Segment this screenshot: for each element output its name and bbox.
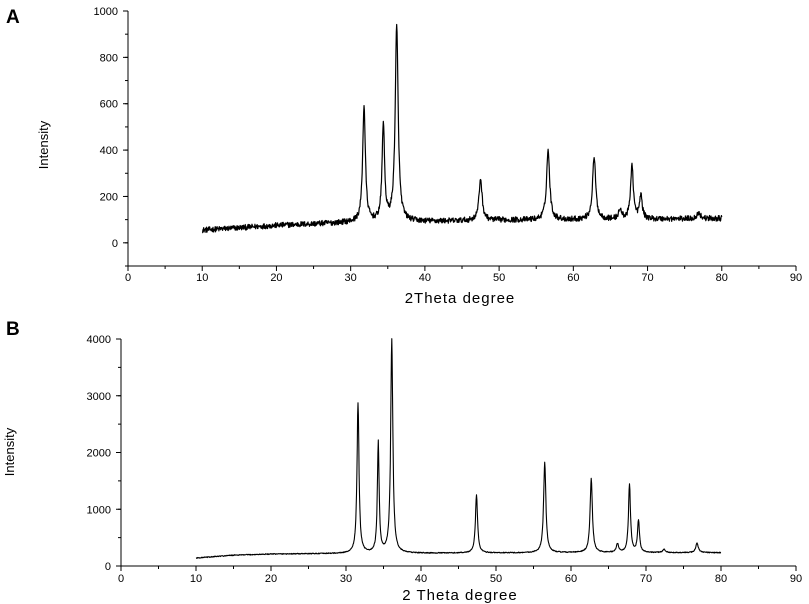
x-tick-label: 40 xyxy=(415,573,427,585)
y-tick-label: 0 xyxy=(105,561,111,573)
panel-b-axes xyxy=(120,339,796,567)
y-tick-label: 600 xyxy=(100,99,118,111)
y-tick-label: 1000 xyxy=(94,6,118,18)
x-tick-label: 90 xyxy=(790,272,802,284)
x-tick-label: 60 xyxy=(565,573,577,585)
x-tick-label: 0 xyxy=(125,272,131,284)
panel-a-series-line xyxy=(201,23,723,234)
x-tick-label: 30 xyxy=(340,573,352,585)
panel-a-x-axis-title: 2Theta degree xyxy=(405,290,516,307)
x-tick-label: 10 xyxy=(190,573,202,585)
y-tick-label: 400 xyxy=(100,145,118,157)
x-tick-label: 80 xyxy=(715,573,727,585)
x-tick-label: 10 xyxy=(196,272,208,284)
x-tick-label: 50 xyxy=(490,573,502,585)
x-tick-label: 90 xyxy=(790,573,802,585)
x-tick-label: 70 xyxy=(641,272,653,284)
panel-b-x-axis-title: 2 Theta degree xyxy=(402,587,517,604)
panel-a-y-axis-title: Intensity xyxy=(36,120,51,169)
panel-a-label: A xyxy=(6,7,20,28)
panel-a: A Intensity 2Theta degree 0 10 20 30 40 50 60 7… xyxy=(6,6,802,307)
y-tick-label: 0 xyxy=(112,238,118,250)
x-tick-label: 20 xyxy=(270,272,282,284)
x-tick-label: 70 xyxy=(640,573,652,585)
x-tick-label: 30 xyxy=(345,272,357,284)
panel-a-ticks: 0 10 20 30 40 50 60 70 80 90 0 200 400 600 800 1000 xyxy=(94,6,803,284)
panel-b-label: B xyxy=(6,319,20,340)
y-tick-label: 4000 xyxy=(87,334,111,346)
y-tick-label: 200 xyxy=(100,191,118,203)
y-tick-label: 2000 xyxy=(87,448,111,460)
panel-b: B Intensity 2 Theta degree 0 10 20 30 40 50 60… xyxy=(2,319,802,604)
panel-b-ticks: 0 10 20 30 40 50 60 70 80 90 0 1000 2000 3000 4000 xyxy=(87,334,803,585)
x-tick-label: 0 xyxy=(118,573,124,585)
x-tick-label: 20 xyxy=(265,573,277,585)
x-tick-label: 40 xyxy=(419,272,431,284)
panel-b-y-axis-title: Intensity xyxy=(2,427,17,476)
y-tick-label: 800 xyxy=(100,52,118,64)
panel-b-series-line xyxy=(195,338,722,559)
x-tick-label: 80 xyxy=(716,272,728,284)
y-tick-label: 3000 xyxy=(87,391,111,403)
y-tick-label: 1000 xyxy=(87,504,111,516)
x-tick-label: 60 xyxy=(567,272,579,284)
x-tick-label: 50 xyxy=(493,272,505,284)
